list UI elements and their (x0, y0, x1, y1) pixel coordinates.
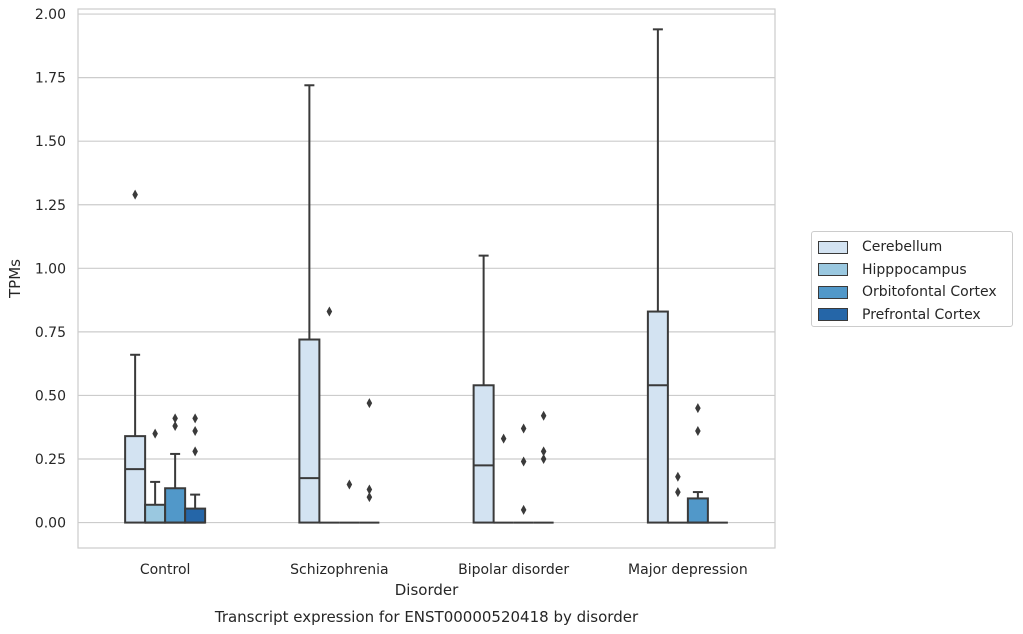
outlier-point (675, 487, 681, 498)
y-tick-label: 0.00 (35, 516, 66, 532)
box-hipppocampus (144, 480, 167, 524)
legend-item: Orbitofontal Cortex (818, 281, 1012, 304)
outlier-point (192, 426, 198, 437)
y-tick-label: 1.00 (35, 261, 66, 277)
box-body (184, 507, 207, 524)
legend-label: Prefrontal Cortex (862, 306, 981, 323)
outlier-point (520, 423, 527, 434)
outlier-point (695, 403, 701, 414)
box-body (686, 497, 709, 524)
legend-item: Hipppocampus (818, 259, 1012, 282)
y-tick-label: 0.75 (35, 325, 66, 341)
box-body (298, 338, 321, 524)
box-body (144, 503, 167, 524)
x-tick-label: Control (140, 562, 191, 578)
legend-swatch (818, 240, 848, 254)
chart-title: Transcript expression for ENST0000052041… (214, 608, 639, 626)
outlier-point (520, 504, 527, 515)
legend-label: Orbitofontal Cortex (862, 284, 997, 301)
legend: Cerebellum Hipppocampus Orbitofontal Corte… (811, 231, 1013, 327)
y-tick-label: 1.25 (35, 198, 66, 214)
outlier-point (366, 492, 373, 503)
outlier-point (500, 433, 507, 444)
y-tick-label: 1.50 (35, 134, 66, 150)
legend-item: Cerebellum (818, 236, 1012, 259)
box-prefrontal-cortex (184, 493, 207, 524)
x-tick-label: Major depression (628, 562, 748, 578)
outlier-point (326, 306, 333, 317)
y-tick-labels: 0.00 0.25 0.50 0.75 1.00 1.25 1.50 1.75 2.00 (35, 7, 66, 531)
outlier-point (366, 398, 373, 409)
legend-label: Hipppocampus (862, 261, 967, 278)
x-tick-labels: Control Schizophrenia Bipolar disorder Majo… (140, 562, 748, 578)
y-axis-title: TPMs (6, 259, 24, 299)
outlier-point (366, 484, 373, 495)
legend-item: Prefrontal Cortex (818, 304, 1012, 327)
x-tick-label: Schizophrenia (290, 562, 388, 578)
outlier-point (540, 446, 547, 457)
outlier-point (172, 420, 178, 431)
box-cerebellum (646, 28, 669, 524)
y-tick-label: 0.50 (35, 388, 66, 404)
boxes-layer (124, 28, 728, 524)
outlier-point (540, 410, 547, 421)
box-body (164, 487, 187, 524)
box-body (472, 384, 495, 524)
legend-swatch (818, 285, 848, 299)
box-cerebellum (124, 353, 147, 524)
box-body (124, 435, 147, 524)
outlier-point (192, 446, 198, 457)
outlier-point (152, 428, 158, 439)
grid-lines (78, 13, 775, 524)
outlier-point (346, 479, 353, 490)
box-body (646, 310, 669, 524)
outlier-point (192, 413, 198, 424)
y-tick-label: 2.00 (35, 7, 66, 23)
outlier-point (675, 471, 681, 482)
outlier-point (520, 456, 527, 467)
box-cerebellum (298, 84, 321, 524)
x-tick-label: Bipolar disorder (458, 562, 569, 578)
box-cerebellum (472, 254, 495, 524)
outlier-point (172, 413, 178, 424)
legend-swatch (818, 308, 848, 322)
box-orbitofontal-cortex (686, 491, 709, 524)
outlier-point (132, 189, 138, 200)
y-tick-label: 1.75 (35, 71, 66, 87)
x-axis-title: Disorder (395, 581, 459, 599)
y-tick-label: 0.25 (35, 452, 66, 468)
legend-label: Cerebellum (862, 239, 943, 256)
outliers-layer (132, 189, 701, 515)
outlier-point (695, 426, 701, 437)
plot-area-frame (77, 8, 776, 549)
box-orbitofontal-cortex (164, 452, 187, 524)
outlier-point (540, 454, 547, 465)
legend-swatch (818, 263, 848, 277)
